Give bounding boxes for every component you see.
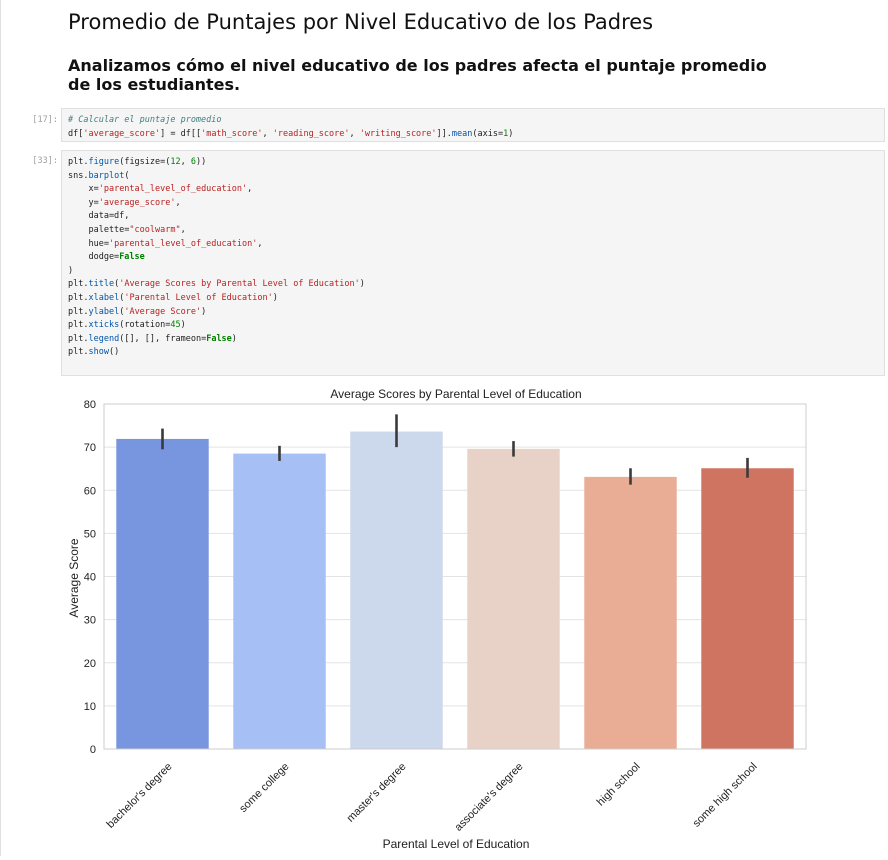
- bar: [467, 448, 560, 749]
- code-lines: plt.figure(figsize=(12, 6)) sns.barplot( …: [68, 156, 878, 360]
- x-tick-label: some college: [237, 761, 291, 815]
- x-tick-label: bachelor's degree: [105, 761, 175, 831]
- y-tick-label: 70: [84, 442, 96, 454]
- code-line: palette="coolwarm",: [68, 224, 186, 235]
- y-tick-label: 10: [84, 701, 96, 713]
- code-line: dodge=False: [68, 252, 145, 263]
- bar: [116, 438, 209, 749]
- cell-prompt-17: [17]:: [32, 115, 58, 125]
- x-tick-labels: bachelor's degree some college master's de…: [105, 761, 760, 834]
- y-tick-label: 20: [84, 658, 96, 670]
- bar: [584, 476, 677, 749]
- notebook-left-border: [0, 0, 1, 856]
- y-tick-label: 40: [84, 572, 96, 584]
- y-tick-label: 0: [90, 744, 96, 756]
- code-line: plt.xlabel('Parental Level of Education'…: [68, 292, 278, 303]
- code-line: hue='parental_level_of_education',: [68, 238, 263, 249]
- code-cell-barplot[interactable]: plt.figure(figsize=(12, 6)) sns.barplot( …: [61, 150, 885, 376]
- bar-chart: 0 10 20 30 40 50 60 70 80 bachelor's degree some …: [67, 387, 807, 851]
- bar: [233, 453, 326, 749]
- code-line: sns.barplot(: [68, 170, 130, 181]
- y-tick-label: 60: [84, 485, 96, 497]
- y-tick-labels: 0 10 20 30 40 50 60 70 80: [84, 399, 96, 756]
- code-line: df['average_score'] = df[['math_score', …: [68, 128, 514, 139]
- code-cell-average-score[interactable]: # Calcular el puntaje promedio df['averag…: [61, 108, 885, 142]
- y-tick-label: 30: [84, 615, 96, 627]
- bar: [350, 431, 443, 749]
- error-bars: [161, 414, 749, 485]
- code-line: y='average_score',: [68, 197, 181, 208]
- code-lines: # Calcular el puntaje promedio df['averag…: [68, 114, 878, 141]
- y-tick-label: 80: [84, 399, 96, 411]
- y-tick-label: 50: [84, 528, 96, 540]
- chart-title: Average Scores by Parental Level of Educ…: [330, 387, 581, 401]
- markdown-subheading: Analizamos cómo el nivel educativo de lo…: [68, 56, 767, 94]
- gridlines: [104, 403, 806, 750]
- bar: [701, 468, 794, 749]
- code-line: plt.legend([], [], frameon=False): [68, 333, 237, 344]
- x-tick-label: high school: [595, 761, 643, 809]
- code-line: ): [68, 265, 74, 276]
- code-line: data=df,: [68, 211, 130, 222]
- x-tick-label: master's degree: [345, 761, 409, 825]
- code-line: # Calcular el puntaje promedio: [68, 115, 222, 125]
- x-tick-label: associate's degree: [453, 761, 526, 834]
- y-axis-label: Average Score: [67, 538, 81, 617]
- code-line: plt.figure(figsize=(12, 6)): [68, 157, 207, 167]
- cell-prompt-33: [33]:: [32, 156, 58, 166]
- x-tick-label: some high school: [691, 761, 760, 830]
- code-line: plt.ylabel('Average Score'): [68, 306, 207, 317]
- code-line: plt.title('Average Scores by Parental Le…: [68, 279, 365, 290]
- cell-output-chart: 0 10 20 30 40 50 60 70 80 bachelor's degree some …: [0, 380, 888, 856]
- code-line: plt.show(): [68, 347, 120, 358]
- x-axis-label: Parental Level of Education: [383, 837, 530, 851]
- code-line: x='parental_level_of_education',: [68, 184, 253, 195]
- bars: [116, 431, 794, 749]
- code-line: plt.xticks(rotation=45): [68, 320, 186, 331]
- markdown-heading: Promedio de Puntajes por Nivel Educativo…: [68, 10, 654, 34]
- plot-frame: [103, 403, 807, 750]
